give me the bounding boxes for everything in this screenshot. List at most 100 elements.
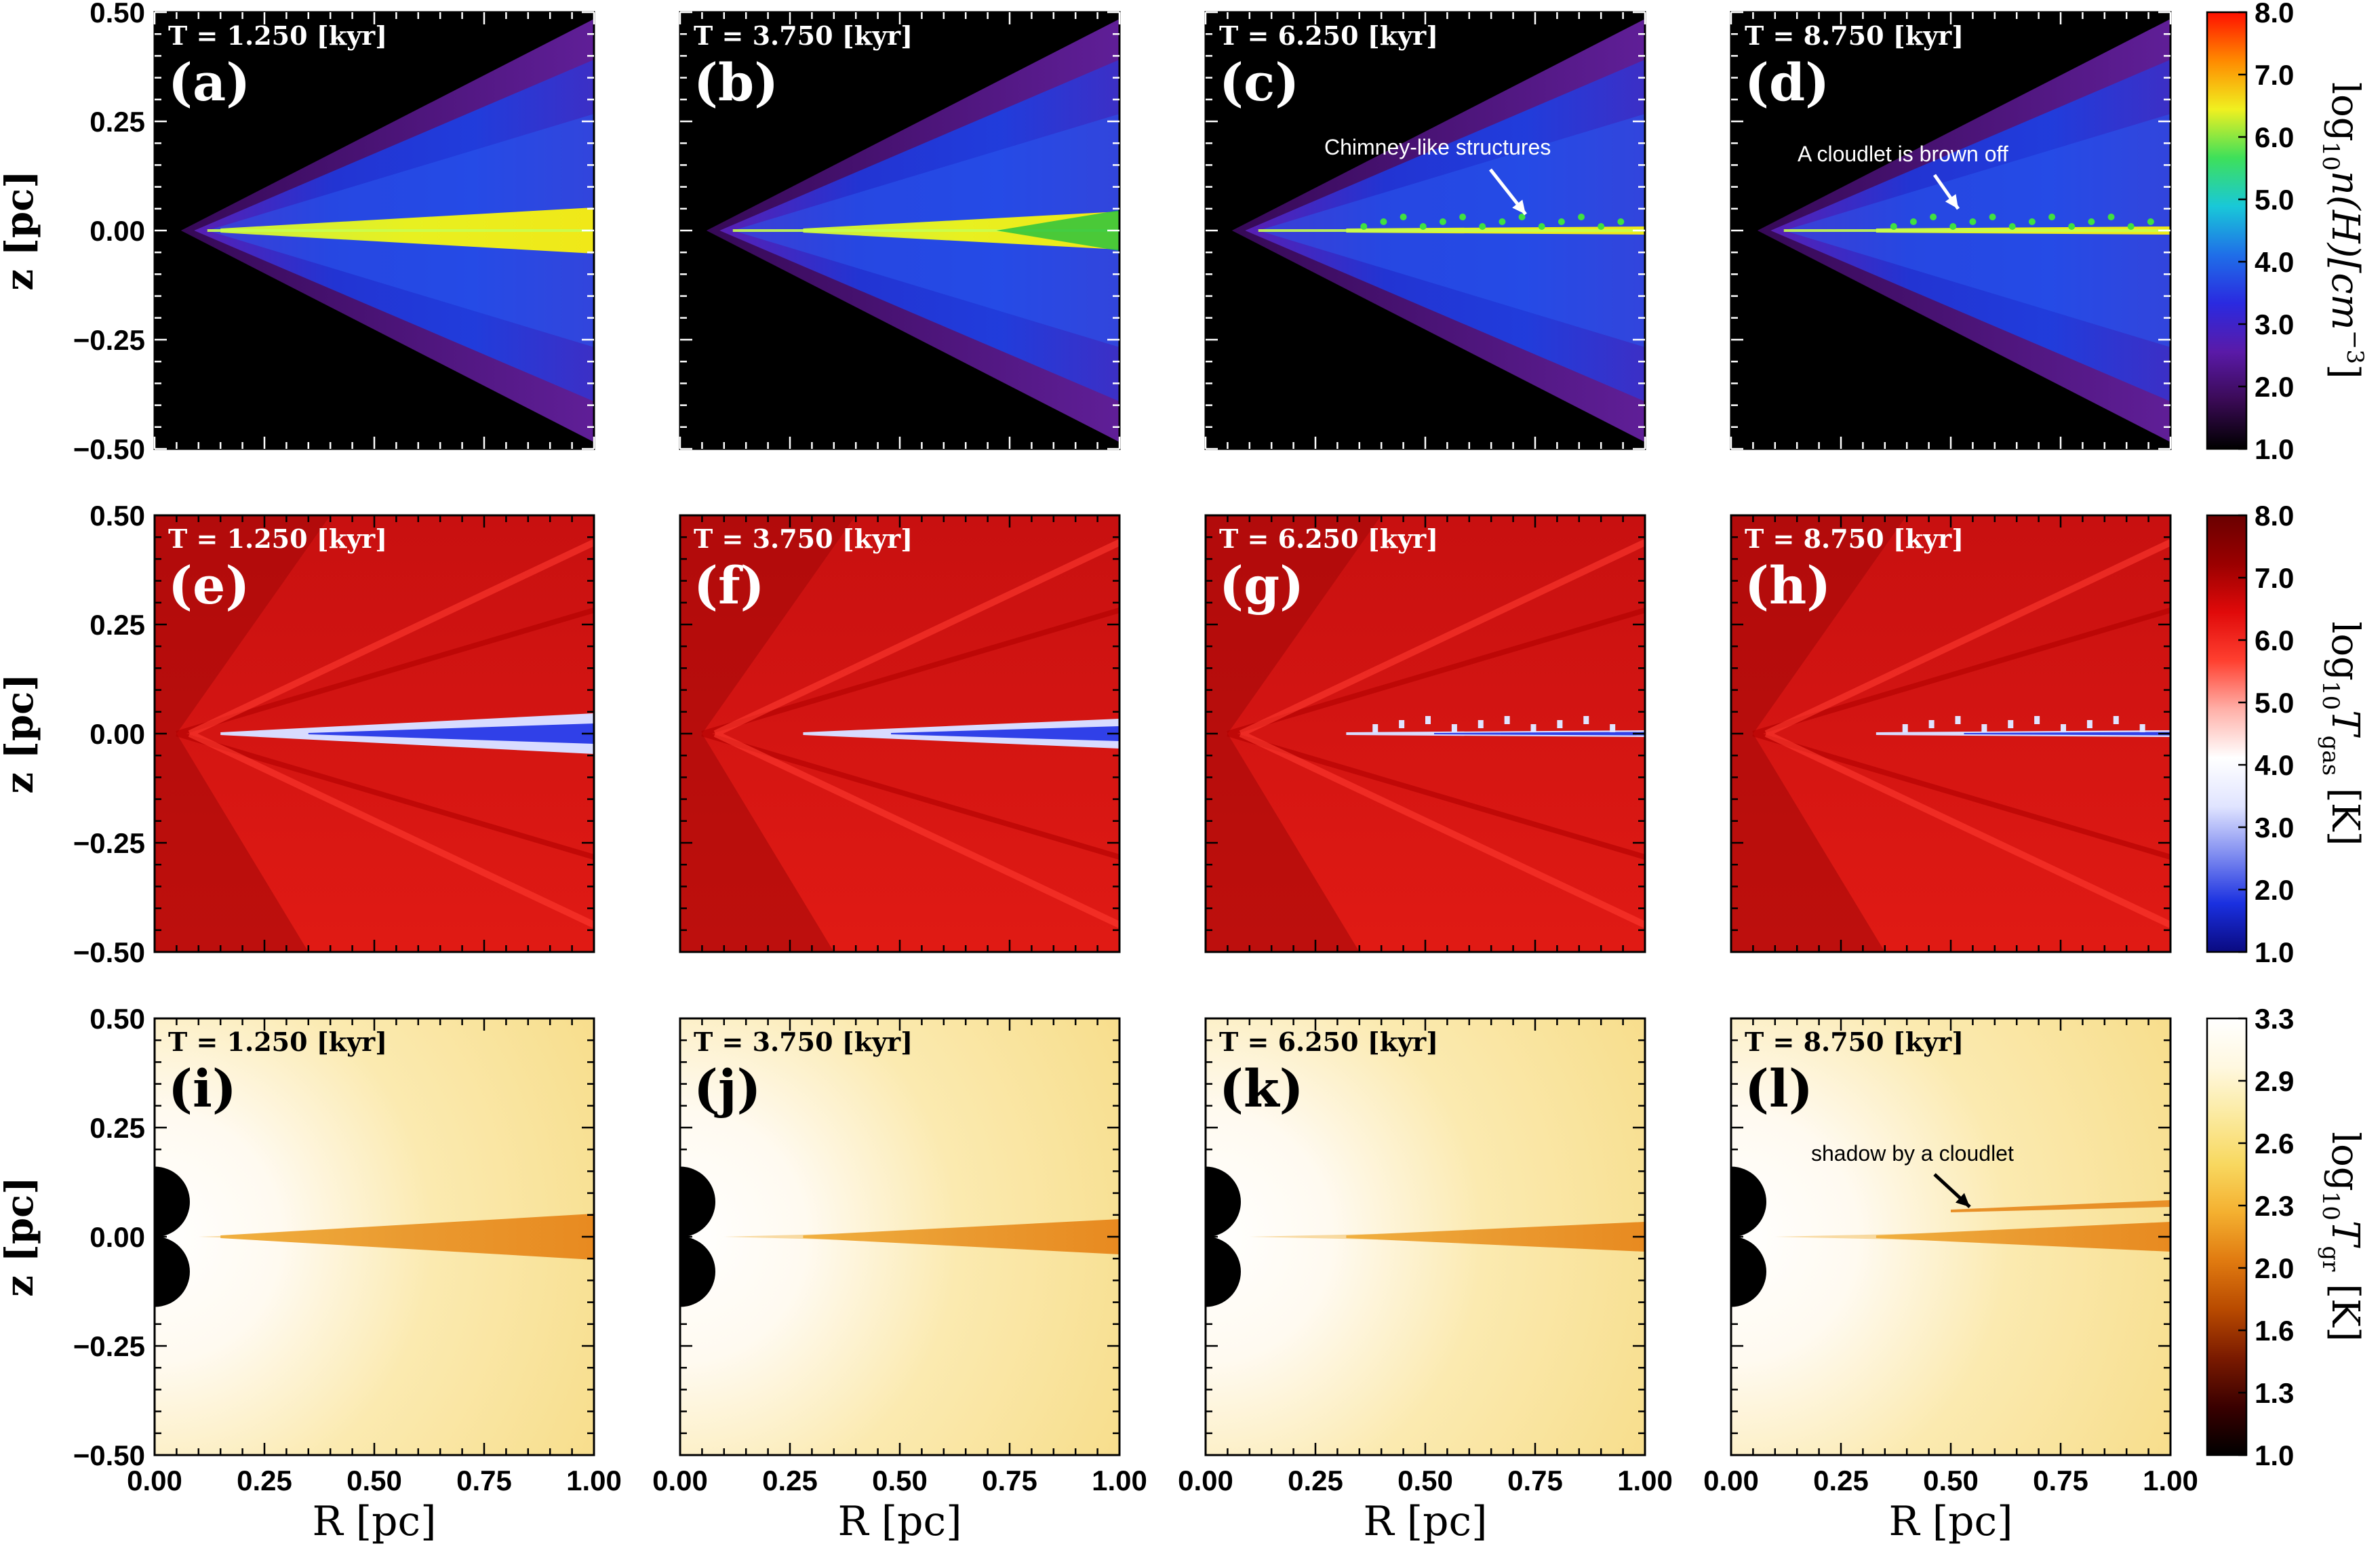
cold-clump <box>2086 720 2093 728</box>
axis-ticks <box>1204 11 1646 450</box>
x-tick-label: 0.25 <box>1813 1465 1869 1496</box>
panel-letter: (b) <box>694 52 778 113</box>
shadow-disk-lower <box>1731 1236 1766 1307</box>
axis-ticks <box>1204 514 1646 953</box>
disk-green-region <box>996 210 1119 251</box>
cold-disk-core <box>308 723 594 744</box>
y-tick-label: 0.25 <box>90 1112 145 1144</box>
panel-c: T = 6.250 [kyr](c) Chimney-like structure… <box>1204 11 1646 450</box>
cold-clump <box>2113 716 2119 724</box>
flow-streak <box>188 539 594 928</box>
colorbar-tick-label: 7.0 <box>2255 562 2294 594</box>
time-label: T = 8.750 [kyr] <box>1745 20 1964 51</box>
colorbar-tick-label: 8.0 <box>2255 0 2294 28</box>
colorbar-title-var: T <box>2323 710 2367 738</box>
cold-disk-core <box>891 726 1119 741</box>
clump <box>2028 218 2036 225</box>
arrow-head <box>1512 199 1526 214</box>
colorbar-tick-label: 1.3 <box>2255 1377 2294 1409</box>
colorbar-title-sup: −3 <box>2341 330 2368 364</box>
colorbar-tick-label: 6.0 <box>2255 121 2294 153</box>
cold-clump <box>1451 724 1457 732</box>
panel-f: T = 3.750 [kyr](f) <box>679 514 1121 953</box>
y-axis-title: z [pc] <box>0 1176 42 1297</box>
y-axis-title: z [pc] <box>0 170 42 291</box>
colorbar-tick-label: 1.0 <box>2255 1439 2294 1471</box>
clump <box>2127 223 2135 230</box>
x-tick-label: 0.75 <box>456 1465 512 1496</box>
colorbar-tick-label: 2.0 <box>2255 1252 2294 1284</box>
panel-letter: (c) <box>1219 52 1299 113</box>
clump <box>1499 218 1506 225</box>
colorbar-tick-label: 1.0 <box>2255 433 2294 465</box>
colorbar-title-var: n(H)[cm <box>2323 171 2367 330</box>
y-tick-label: 0.25 <box>90 106 145 138</box>
panel-letter: (l) <box>1745 1058 1813 1119</box>
axis-ticks <box>1204 1017 1646 1456</box>
clump <box>1380 218 1387 225</box>
colorbar-tick-label: 3.0 <box>2255 309 2294 340</box>
x-tick-label: 0.75 <box>2033 1465 2088 1496</box>
shadow-disk-upper <box>680 1166 715 1237</box>
x-tick-label: 0.50 <box>1923 1465 1979 1496</box>
clump <box>1419 223 1427 230</box>
y-tick-label: −0.50 <box>73 433 145 465</box>
panel-letter: (j) <box>694 1058 761 1119</box>
x-tick-label: 0.00 <box>652 1465 708 1496</box>
y-tick-label: 0.50 <box>90 0 145 28</box>
x-tick-label: 1.00 <box>1092 1465 1147 1496</box>
cold-clump <box>1557 720 1563 728</box>
panel-k: T = 6.250 [kyr](k) 0.00 0.25 0.50 0.75 1.00 R … <box>1178 1017 1673 1545</box>
panel-j: T = 3.750 [kyr](j) 0.00 0.25 0.50 0.75 1.00 R … <box>652 1017 1147 1545</box>
clump <box>1518 214 1526 220</box>
cold-clump <box>1530 724 1536 732</box>
clump <box>2088 218 2095 225</box>
clump <box>1479 223 1486 230</box>
flow-streak <box>1764 539 2170 928</box>
colorbar-tick-label: 3.0 <box>2255 812 2294 843</box>
colorbar-title-var: T <box>2323 1220 2367 1248</box>
y-tick-label: 0.00 <box>90 215 145 247</box>
shadow-disk-upper <box>1731 1166 1766 1237</box>
panel-b: T = 3.750 [kyr](b) <box>679 11 1121 450</box>
x-tick-label: 0.00 <box>1178 1465 1233 1496</box>
colorbar-tick-label: 2.0 <box>2255 371 2294 403</box>
clump <box>1558 218 1565 225</box>
clump <box>1439 218 1446 225</box>
colorbar-tick-label: 2.6 <box>2255 1128 2294 1159</box>
axis-ticks <box>679 514 1121 953</box>
axis-ticks <box>679 11 1121 450</box>
shock-front <box>176 608 594 860</box>
clump <box>1890 223 1897 230</box>
colorbar-tick-label: 2.3 <box>2255 1190 2294 1222</box>
cold-clump <box>1372 724 1379 732</box>
cold-clump <box>2034 716 2040 724</box>
colorbar-tick-label: 5.0 <box>2255 687 2294 719</box>
panel-letter: (a) <box>168 52 250 113</box>
colorbar-title-sub: 10 <box>2317 681 2344 710</box>
clump <box>2068 223 2076 230</box>
x-axis-title: R [pc] <box>837 1498 961 1545</box>
panel-d: T = 8.750 [kyr](d) A cloudlet is brown of… <box>1730 11 2172 450</box>
colorbar-tick-label: 2.9 <box>2255 1065 2294 1097</box>
colorbar-title-end: [K] <box>2323 776 2367 846</box>
clump <box>1969 218 1977 225</box>
y-tick-label: −0.25 <box>73 1330 145 1362</box>
y-tick-label: −0.25 <box>73 324 145 356</box>
colorbar-tick-label: 4.0 <box>2255 246 2294 278</box>
clump <box>1598 223 1605 230</box>
y-tick-label: −0.50 <box>73 1439 145 1471</box>
clump <box>2048 214 2056 220</box>
colorbar-gradient <box>2206 1017 2248 1456</box>
axis-ticks <box>153 1017 595 1456</box>
cold-clump <box>2008 720 2014 728</box>
clump <box>1360 223 1368 230</box>
colorbar-title-log: log <box>2323 82 2367 141</box>
y-axis-title: z [pc] <box>0 673 42 794</box>
colorbar-gradient <box>2206 514 2248 953</box>
x-tick-label: 0.75 <box>982 1465 1037 1496</box>
x-axis-title: R [pc] <box>312 1498 436 1545</box>
time-label: T = 1.250 [kyr] <box>168 523 387 554</box>
clump <box>1617 218 1625 225</box>
colorbar-tick-label: 3.3 <box>2255 1003 2294 1035</box>
